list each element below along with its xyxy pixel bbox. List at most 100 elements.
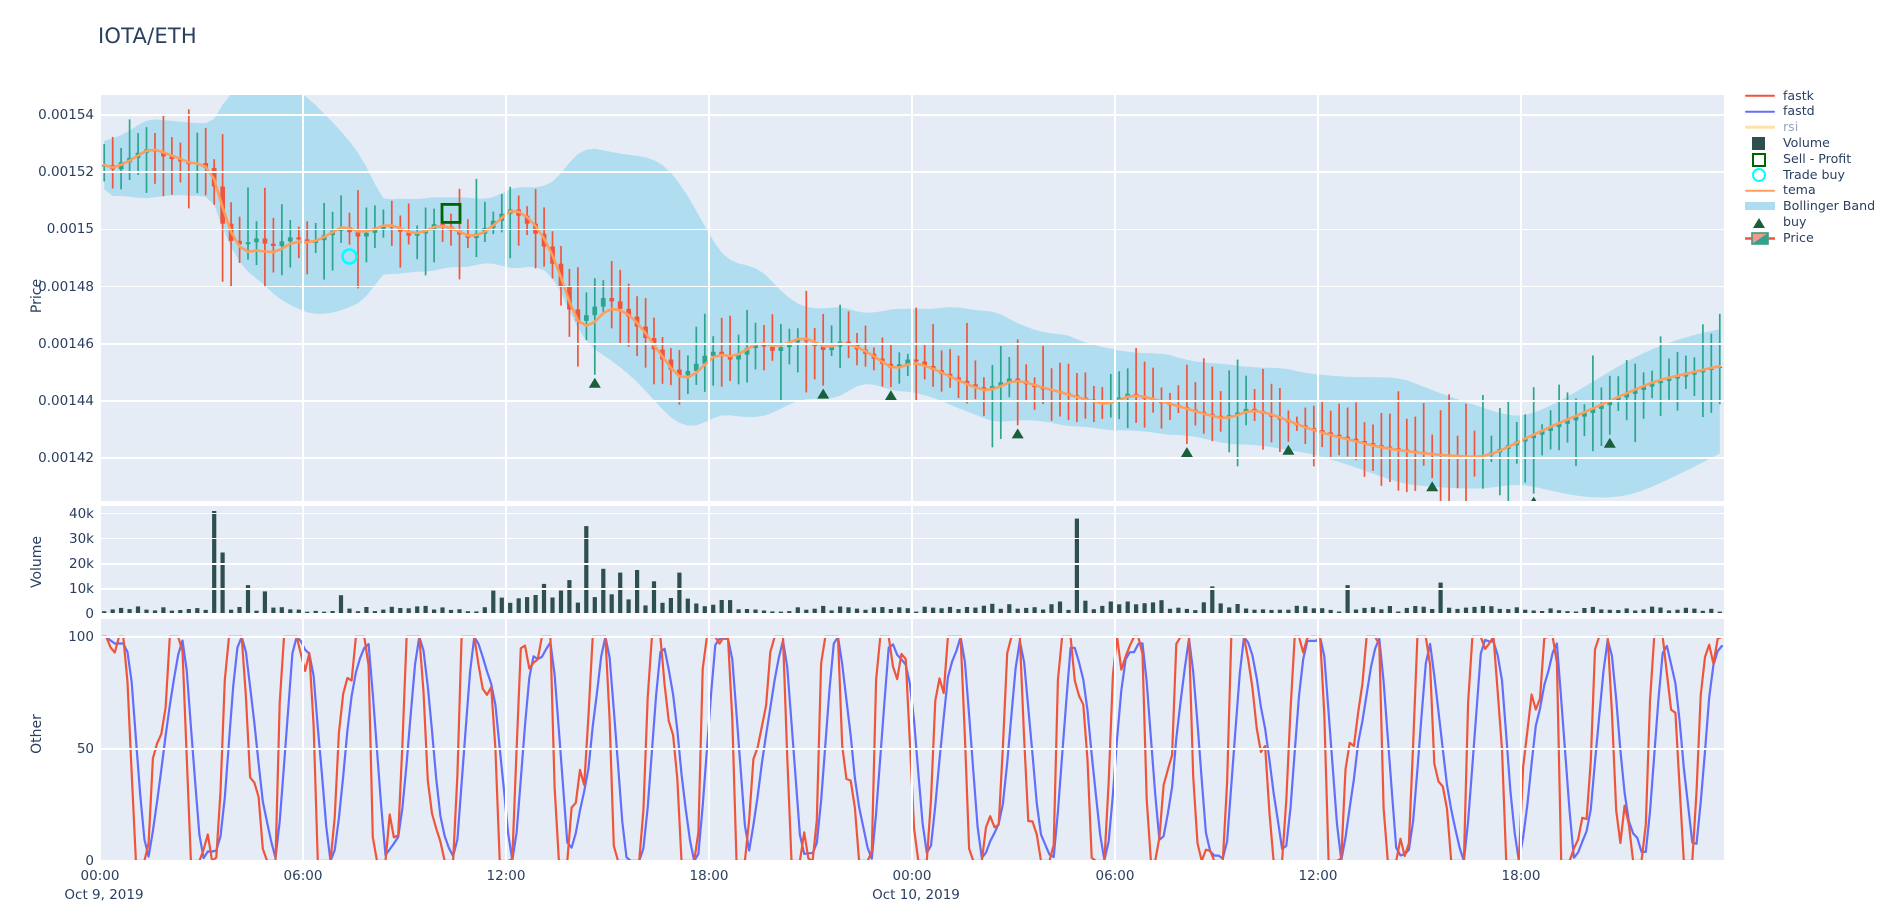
price-y-axis-ticks: 0.00154 0.00152 0.0015 0.00148 0.00146 0.0014… — [8, 95, 94, 501]
legend-label: tema — [1783, 182, 1816, 198]
gridline-vertical — [1114, 619, 1116, 861]
sell-profit-marker[interactable] — [440, 203, 462, 224]
legend-line-swatch — [1744, 104, 1776, 119]
volume-plot-area — [100, 506, 1724, 614]
legend-triangle-icon — [1744, 215, 1776, 230]
trade-buy-marker[interactable] — [341, 248, 358, 265]
gridline-vertical — [1520, 619, 1522, 861]
line-swatch — [1745, 110, 1775, 113]
x-tick-label: 12:00 — [1298, 868, 1338, 884]
gridline-vertical — [302, 95, 304, 501]
y-tick-label: 0.00142 — [38, 450, 94, 467]
legend-item-price[interactable]: Price — [1744, 230, 1888, 246]
buy-marker-group[interactable] — [588, 377, 1616, 501]
buy-marker[interactable] — [1282, 444, 1295, 455]
legend-open-square-icon — [1744, 152, 1776, 167]
volume-bar-series — [102, 511, 1722, 614]
legend-item-fastk[interactable]: fastk — [1744, 88, 1888, 104]
x-tick-label: 12:00 — [486, 868, 526, 884]
y-tick-label: 0.00144 — [38, 392, 94, 409]
legend-item-tema[interactable]: tema — [1744, 183, 1888, 199]
buy-marker[interactable] — [1426, 481, 1439, 492]
y-tick-label: 50 — [76, 740, 94, 757]
gridline-vertical — [302, 506, 304, 614]
open-square-icon — [1752, 152, 1766, 167]
buy-marker[interactable] — [817, 388, 830, 399]
buy-marker[interactable] — [1180, 447, 1193, 457]
x-axis: 00:00 06:00 12:00 18:00 00:00 06:00 12:00 18:00… — [0, 868, 1888, 908]
gridline-vertical — [708, 619, 710, 861]
x-tick-label: 00:00 — [80, 868, 120, 884]
bollinger-band — [104, 95, 1720, 498]
chart-legend[interactable]: fastk fastd rsi Volume Sell - Profit Trade bu… — [1744, 88, 1888, 246]
legend-item-fastd[interactable]: fastd — [1744, 104, 1888, 120]
legend-square-icon — [1744, 136, 1776, 151]
legend-item-volume[interactable]: Volume — [1744, 135, 1888, 151]
other-plot-area — [100, 619, 1724, 861]
gridline-vertical — [100, 95, 101, 501]
legend-label: Sell - Profit — [1783, 150, 1852, 166]
legend-item-buy[interactable]: buy — [1744, 214, 1888, 230]
y-tick-label: 20k — [69, 555, 94, 572]
gridline-vertical — [100, 619, 101, 861]
y-tick-label: 0.00146 — [38, 335, 94, 352]
gridline-vertical — [911, 506, 913, 614]
x-tick-label: 06:00 — [283, 868, 323, 884]
gridline-vertical — [1317, 95, 1319, 501]
gridline-vertical — [911, 95, 913, 501]
y-tick-label: 100 — [68, 628, 94, 645]
y-tick-label: 40k — [69, 505, 94, 522]
x-tick-date-label: Oct 10, 2019 — [872, 887, 960, 903]
chart-title: IOTA/ETH — [98, 24, 197, 48]
legend-label: rsi — [1783, 119, 1799, 135]
buy-marker[interactable] — [884, 390, 897, 401]
buy-marker[interactable] — [1603, 437, 1616, 448]
candlestick-icon — [1745, 231, 1775, 245]
legend-label: fastk — [1783, 87, 1814, 103]
volume-axis-title: Volume — [29, 535, 45, 589]
buy-marker[interactable] — [588, 377, 601, 388]
gridline-vertical — [1317, 506, 1319, 614]
line-swatch — [1745, 189, 1775, 192]
buy-marker[interactable] — [1011, 428, 1024, 439]
legend-line-swatch — [1744, 120, 1776, 135]
x-tick-label: 18:00 — [1501, 868, 1541, 884]
other-y-axis-ticks: 0 50 100 — [8, 619, 94, 869]
y-tick-label: 0 — [85, 853, 94, 869]
y-tick-label: 10k — [69, 580, 94, 597]
x-tick-date-label: Oct 9, 2019 — [64, 887, 144, 903]
gridline-vertical — [1317, 619, 1319, 861]
y-tick-label: 0.0015 — [46, 221, 94, 238]
other-axis-title: Other — [29, 714, 45, 754]
legend-item-sell-profit[interactable]: Sell - Profit — [1744, 151, 1888, 167]
gridline-vertical — [708, 95, 710, 501]
legend-label: Trade buy — [1783, 166, 1845, 182]
filled-square-icon — [1752, 136, 1765, 150]
triangle-up-icon — [1753, 217, 1765, 228]
legend-circle-icon — [1744, 167, 1776, 183]
legend-line-swatch — [1744, 88, 1776, 103]
buy-marker[interactable] — [1528, 496, 1540, 501]
gridline-vertical — [1520, 95, 1522, 501]
legend-label: buy — [1783, 213, 1807, 229]
legend-item-bollinger-band[interactable]: Bollinger Band — [1744, 199, 1888, 215]
legend-item-rsi[interactable]: rsi — [1744, 120, 1888, 136]
legend-label: fastd — [1783, 103, 1815, 119]
gridline-vertical — [1520, 506, 1522, 614]
gridline-vertical — [1114, 95, 1116, 501]
y-tick-label: 30k — [69, 530, 94, 547]
line-swatch — [1745, 126, 1775, 129]
price-plot-area — [100, 95, 1724, 501]
x-tick-label: 06:00 — [1095, 868, 1135, 884]
legend-band-swatch — [1744, 199, 1776, 214]
gridline-vertical — [1114, 506, 1116, 614]
y-tick-label: 0 — [85, 606, 94, 622]
gridline-vertical — [505, 619, 507, 861]
gridline-vertical — [505, 506, 507, 614]
x-tick-label: 00:00 — [892, 868, 932, 884]
legend-item-trade-buy[interactable]: Trade buy — [1744, 167, 1888, 183]
legend-label: Price — [1783, 229, 1814, 245]
legend-line-swatch — [1744, 183, 1776, 198]
line-swatch — [1745, 94, 1775, 98]
